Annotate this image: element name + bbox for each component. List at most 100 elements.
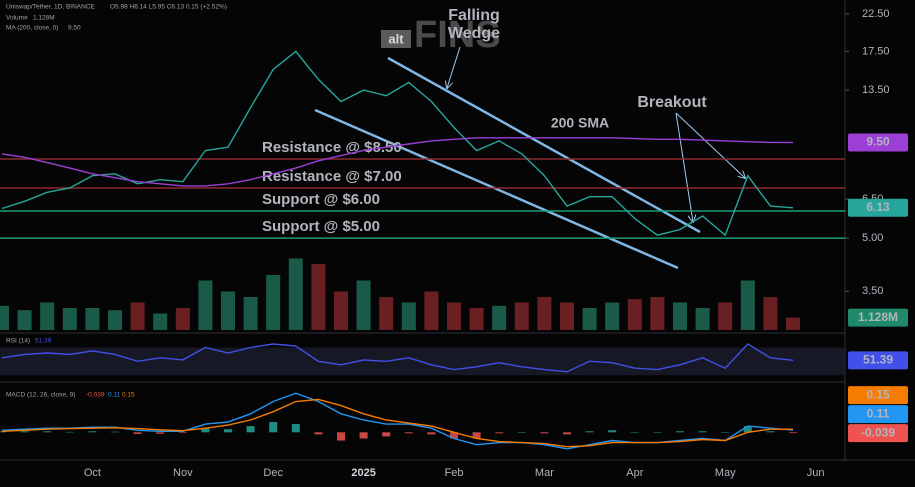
x-tick-label: Nov — [173, 467, 193, 479]
bar — [514, 302, 529, 330]
rsi-band — [0, 347, 845, 376]
macd-title: MACD (12, 26, close, 9) — [6, 392, 75, 399]
bar — [653, 432, 662, 433]
series-line — [1, 343, 794, 373]
bar — [492, 305, 507, 330]
series-line — [1, 50, 794, 237]
bar — [133, 432, 142, 434]
value-tag-label: 0.11 — [867, 406, 890, 420]
bar — [291, 424, 300, 433]
level-label: Support @ $6.00 — [262, 191, 380, 208]
bar — [382, 432, 391, 437]
bar — [62, 308, 77, 330]
bar — [88, 431, 97, 433]
macd-value: -0.039 — [86, 392, 105, 399]
bar — [563, 432, 571, 435]
bar — [766, 431, 775, 433]
bar — [311, 264, 326, 330]
wedge-line — [387, 56, 701, 234]
bar — [224, 429, 232, 433]
bar — [676, 431, 684, 433]
x-tick-label: Mar — [535, 467, 554, 479]
bar — [517, 432, 526, 433]
annotation: Breakout — [637, 94, 707, 111]
bar — [20, 431, 29, 433]
x-tick-label: Feb — [445, 467, 464, 479]
bar — [198, 280, 213, 330]
bar — [356, 280, 371, 330]
legend-name: Volume — [6, 15, 28, 22]
wedge-line — [314, 108, 679, 270]
y-tick-label: 17.50 — [862, 45, 890, 57]
bar — [786, 317, 800, 330]
series-line — [1, 137, 793, 187]
macd-value: 0.11 — [108, 392, 121, 399]
value-tag — [848, 198, 908, 217]
bar — [630, 432, 639, 433]
bar — [17, 310, 32, 330]
x-tick-label: May — [715, 467, 736, 479]
bar — [698, 431, 707, 433]
arrow — [675, 112, 693, 222]
value-tag-label: 9.50 — [866, 135, 890, 149]
bar — [763, 297, 778, 330]
bar — [585, 431, 594, 433]
bar — [156, 432, 165, 434]
annotation: Wedge — [448, 25, 500, 42]
bar — [359, 432, 368, 439]
value-tag-label: 6.13 — [866, 200, 890, 214]
bar — [334, 291, 348, 330]
level-label: Support @ $5.00 — [262, 218, 380, 235]
bar — [43, 431, 52, 433]
bar — [314, 432, 323, 435]
bar — [605, 302, 620, 330]
bar — [221, 291, 235, 330]
level-label: Resistance @ $8.50 — [262, 139, 402, 156]
watermark: FINS — [414, 14, 501, 56]
series-line — [1, 398, 793, 448]
bar — [404, 432, 413, 434]
bar — [401, 302, 416, 330]
watermark-box — [381, 30, 411, 48]
bar — [427, 432, 436, 435]
x-tick-label: Dec — [263, 467, 283, 479]
bar — [740, 280, 755, 330]
bar — [495, 432, 504, 434]
legend-value: 1.128M — [33, 15, 55, 22]
bar — [178, 432, 187, 433]
bar — [243, 297, 258, 330]
bar — [695, 308, 710, 330]
bar — [650, 297, 665, 330]
bar — [560, 302, 574, 330]
value-tag — [848, 405, 908, 424]
watermark: alt — [388, 31, 404, 46]
bar — [718, 302, 733, 330]
bar — [40, 302, 55, 330]
rsi-value: 51.39 — [35, 338, 52, 345]
symbol-title: Uniswap/Tether, 1D, BINANCE — [6, 4, 96, 11]
arrow — [447, 46, 461, 88]
bar — [379, 297, 394, 330]
annotation: Falling — [448, 7, 500, 24]
bar — [175, 308, 190, 330]
y-tick-label: 3.50 — [862, 285, 883, 297]
bar — [608, 430, 617, 433]
bar — [540, 432, 549, 434]
bar — [627, 299, 642, 330]
bar — [288, 258, 303, 330]
bar — [721, 432, 730, 433]
y-tick-label: 13.50 — [862, 84, 890, 96]
bar — [65, 431, 74, 433]
value-tag-label: 0.15 — [866, 387, 890, 401]
bar — [266, 275, 281, 330]
rsi-title: RSI (14) — [6, 338, 30, 345]
bar — [337, 432, 345, 441]
annotation: 200 SMA — [551, 115, 609, 131]
level-label: Resistance @ $7.00 — [262, 168, 402, 185]
bar — [0, 305, 9, 330]
bar — [246, 426, 255, 433]
bar — [201, 428, 210, 433]
bar — [469, 308, 484, 330]
value-tag-label: 51.39 — [863, 353, 893, 367]
